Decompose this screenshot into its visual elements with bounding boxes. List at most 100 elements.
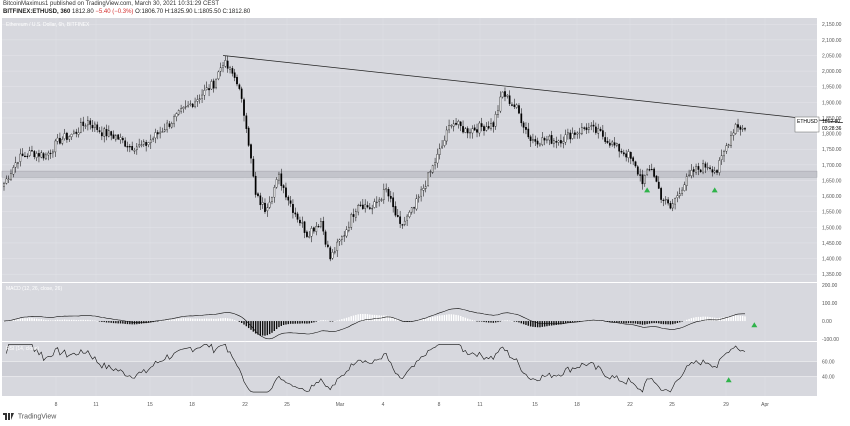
candle-body bbox=[716, 170, 718, 173]
candle-body bbox=[485, 126, 488, 131]
macd-histogram-bar bbox=[665, 321, 667, 325]
top-bar: BitcoinMaximus1 published on TradingView… bbox=[0, 0, 850, 18]
macd-histogram-bar bbox=[345, 317, 348, 322]
macd-histogram-bar bbox=[562, 321, 564, 325]
price-tick-label: 1,550.00 bbox=[822, 210, 842, 216]
macd-histogram-bar bbox=[679, 321, 681, 323]
macd-histogram-bar bbox=[704, 316, 707, 322]
macd-histogram-bar bbox=[101, 321, 103, 322]
trendline-layer bbox=[222, 55, 843, 124]
candle-body bbox=[744, 128, 746, 130]
candle-body bbox=[128, 146, 131, 148]
macd-histogram-bar bbox=[725, 316, 728, 322]
macd-histogram-bar bbox=[697, 316, 700, 322]
macd-histogram-bar bbox=[173, 319, 175, 322]
candle-body bbox=[40, 152, 43, 158]
candle-body bbox=[671, 203, 674, 209]
macd-histogram-bar bbox=[343, 318, 345, 322]
macd-histogram-bar bbox=[164, 320, 166, 322]
time-axis[interactable] bbox=[2, 396, 850, 410]
macd-histogram-bar bbox=[77, 320, 80, 322]
candle-body bbox=[375, 201, 378, 204]
candle-body bbox=[371, 208, 374, 210]
macd-histogram-bar bbox=[688, 318, 690, 322]
macd-histogram-bar bbox=[364, 313, 366, 322]
macd-histogram-bar bbox=[609, 321, 611, 323]
macd-histogram-bar bbox=[299, 321, 301, 324]
macd-histogram-bar bbox=[595, 320, 597, 322]
candle-body bbox=[406, 215, 408, 221]
candle-body bbox=[492, 122, 495, 127]
candle-body bbox=[632, 157, 635, 162]
candle-body bbox=[373, 201, 376, 208]
candle-body bbox=[732, 132, 735, 136]
candle-body bbox=[175, 113, 178, 117]
macd-histogram-bar bbox=[259, 321, 262, 336]
macd-histogram-bar bbox=[21, 318, 24, 322]
macd-histogram-bar bbox=[487, 321, 490, 323]
macd-histogram-bar bbox=[492, 321, 495, 323]
candle-body bbox=[100, 132, 103, 137]
price-axis[interactable] bbox=[817, 18, 850, 396]
candle-body bbox=[513, 104, 516, 107]
macd-histogram-bar bbox=[392, 317, 394, 322]
rsi-tick-label: 60.00 bbox=[822, 359, 835, 365]
candle-body bbox=[177, 110, 180, 115]
candle-body bbox=[653, 168, 655, 177]
macd-histogram-bar bbox=[14, 319, 17, 322]
macd-histogram-bar bbox=[359, 313, 362, 322]
candle-body bbox=[438, 148, 441, 155]
candle-body bbox=[205, 87, 208, 90]
candle-body bbox=[420, 189, 422, 197]
macd-histogram-bar bbox=[229, 318, 231, 322]
macd-histogram-bar bbox=[252, 321, 255, 332]
price-tick-label: 1,700.00 bbox=[822, 163, 842, 169]
macd-histogram-bar bbox=[82, 319, 84, 322]
macd-histogram-bar bbox=[47, 320, 49, 322]
macd-histogram-bar bbox=[672, 321, 674, 325]
candle-body bbox=[84, 125, 87, 127]
candle-body bbox=[455, 122, 457, 125]
time-tick-label: 22 bbox=[242, 402, 248, 408]
macd-histogram-bar bbox=[460, 315, 462, 322]
candle-body bbox=[254, 175, 257, 195]
macd-histogram-bar bbox=[730, 316, 732, 322]
macd-histogram-bar bbox=[541, 321, 543, 327]
candle-body bbox=[415, 198, 418, 210]
candle-body bbox=[345, 229, 348, 237]
macd-histogram-bar bbox=[511, 320, 513, 322]
macd-histogram-bar bbox=[10, 320, 12, 322]
macd-histogram-bar bbox=[695, 317, 697, 322]
descending-trendline bbox=[222, 55, 843, 124]
macd-histogram-bar bbox=[641, 321, 644, 325]
candle-body bbox=[194, 101, 196, 107]
candle-body bbox=[450, 125, 453, 127]
macd-histogram-bar bbox=[201, 318, 203, 322]
candle-body bbox=[21, 153, 24, 156]
macd-histogram-bar bbox=[315, 321, 317, 322]
candle-body bbox=[613, 142, 616, 146]
price-pane[interactable] bbox=[2, 18, 817, 282]
macd-histogram-bar bbox=[667, 321, 669, 325]
candle-body bbox=[33, 151, 36, 158]
candle-body bbox=[478, 122, 481, 134]
macd-histogram-bar bbox=[555, 321, 557, 325]
candle-body bbox=[392, 197, 395, 208]
candle-body bbox=[114, 135, 117, 140]
macd-histogram-bar bbox=[192, 318, 194, 322]
macd-histogram-bar bbox=[119, 321, 122, 324]
macd-pane[interactable] bbox=[2, 283, 817, 341]
macd-histogram-bar bbox=[646, 321, 648, 325]
candle-body bbox=[471, 128, 474, 134]
candle-body bbox=[138, 144, 141, 147]
price-axis-ticks: 1,350.00 1,400.00 1,450.00 1,500.00 1,550.00… bbox=[822, 22, 842, 278]
macd-histogram-bar bbox=[716, 318, 718, 322]
macd-histogram-bar bbox=[660, 321, 662, 324]
candle-body bbox=[98, 130, 101, 132]
candle-body bbox=[236, 76, 238, 85]
candle-body bbox=[560, 140, 562, 144]
candle-body bbox=[723, 151, 725, 157]
candle-body bbox=[94, 123, 96, 128]
candle-body bbox=[522, 122, 525, 128]
